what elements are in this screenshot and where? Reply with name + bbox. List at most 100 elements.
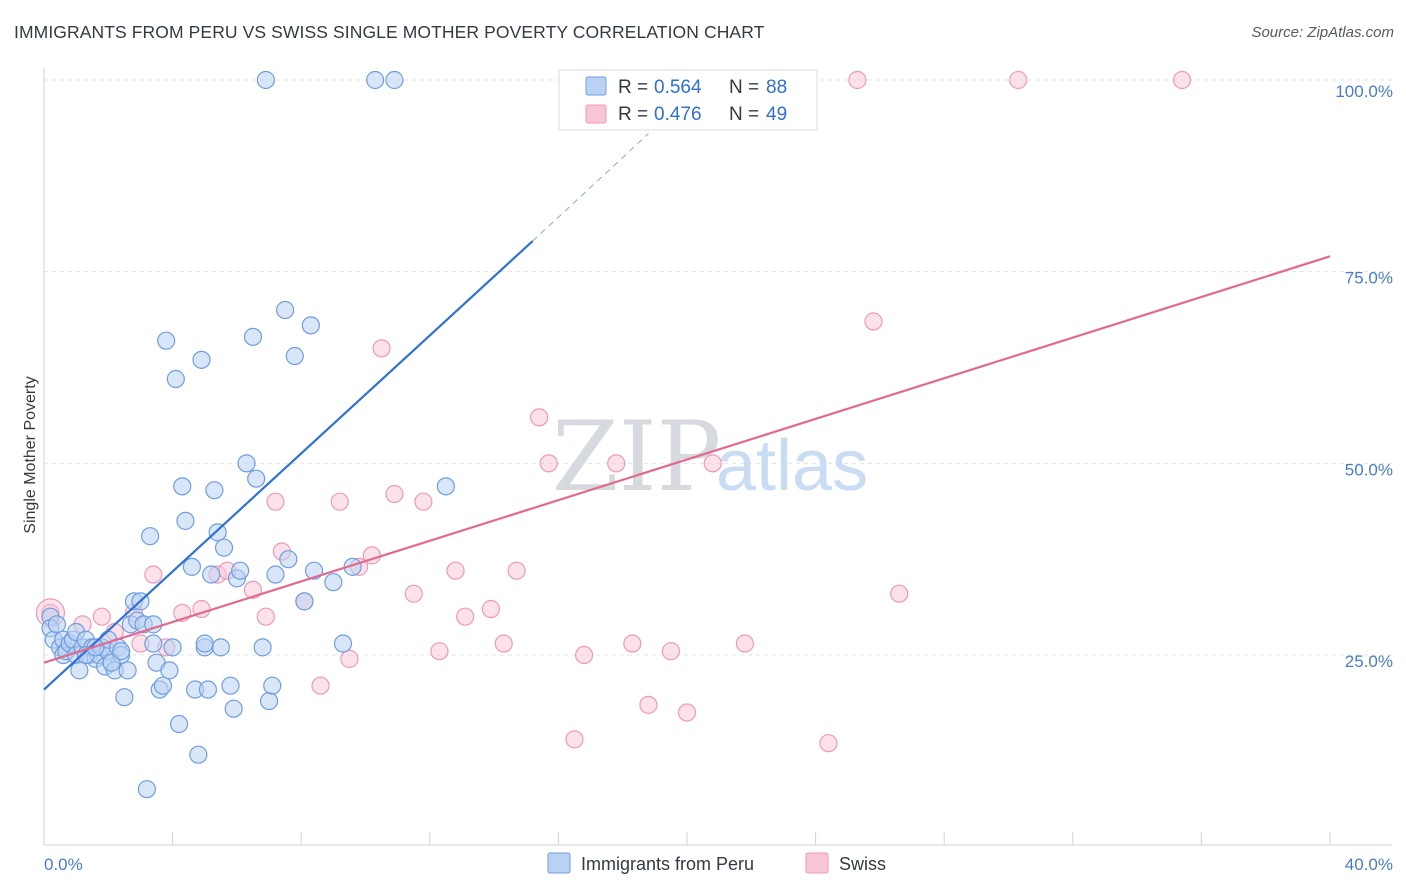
series-label-peru: Immigrants from Peru (581, 854, 754, 874)
swiss-point (243, 580, 263, 599)
y-axis-label: Single Mother Poverty (22, 376, 39, 533)
legend-n-value-2: 49 (766, 104, 787, 125)
peru-point (333, 634, 353, 653)
swiss-point (404, 584, 423, 603)
peru-point (118, 661, 137, 680)
swiss-point (256, 607, 275, 626)
peru-point (436, 477, 455, 496)
swiss-point (372, 339, 391, 358)
swiss-point (340, 649, 359, 668)
x-tick-label-right: 40.0% (1345, 855, 1393, 874)
y-tick-label: 75.0% (1345, 269, 1393, 288)
peru-point (198, 680, 218, 699)
swiss-point (456, 607, 475, 626)
peru-point (253, 638, 272, 657)
peru-point (70, 661, 89, 680)
legend-n-label-2: N = (729, 104, 759, 125)
peru-point (202, 565, 221, 584)
peru-point (166, 369, 185, 389)
peru-point (157, 331, 176, 350)
swiss-point (494, 634, 513, 653)
peru-point (276, 300, 295, 320)
peru-point (176, 511, 195, 530)
x-tick-labels: 0.0% 40.0% (44, 855, 1393, 874)
series-swatch-peru (547, 852, 571, 874)
peru-point (153, 676, 173, 695)
swiss-point (639, 695, 658, 714)
peru-point (214, 538, 234, 557)
legend-swatch-pink (585, 104, 607, 124)
peru-trend-extension (532, 133, 649, 242)
source-label: Source: ZipAtlas.com (1251, 24, 1394, 41)
legend-r-value-2: 0.476 (654, 104, 702, 125)
peru-point (189, 745, 208, 764)
series-label-swiss: Swiss (839, 854, 886, 874)
peru-point (160, 661, 179, 680)
y-tick-label: 50.0% (1345, 460, 1393, 479)
swiss-point (864, 312, 883, 331)
swiss-point (819, 734, 838, 753)
axes (43, 68, 1392, 846)
swiss-point (890, 584, 909, 603)
peru-point (256, 70, 275, 90)
peru-point (173, 477, 192, 496)
swiss-point (311, 676, 330, 695)
peru-point (295, 592, 314, 611)
peru-point (205, 481, 224, 500)
peru-point (137, 780, 156, 799)
peru-point (47, 615, 66, 634)
swiss-point (385, 484, 404, 504)
peru-point (301, 316, 320, 335)
peru-point (182, 557, 201, 576)
swiss-point (530, 408, 549, 427)
swiss-point (607, 454, 626, 473)
swiss-point (266, 492, 285, 511)
swiss-point (703, 454, 722, 473)
peru-point (208, 523, 227, 542)
y-tick-label: 100.0% (1335, 82, 1393, 101)
peru-point (192, 350, 211, 369)
peru-point (144, 634, 163, 653)
swiss-point (414, 492, 433, 511)
peru-point (263, 676, 282, 695)
peru-point (115, 688, 134, 707)
series-swatch-swiss (805, 852, 829, 874)
swiss-point (677, 703, 697, 722)
peru-point (163, 638, 182, 657)
peru-point (224, 699, 243, 718)
legend-swatch-blue (585, 76, 607, 96)
swiss-point (144, 565, 163, 584)
y-tick-labels: 25.0% 50.0% 75.0% 100.0% (1335, 82, 1393, 671)
trend-lines (43, 133, 1331, 691)
swiss-point (430, 642, 449, 661)
peru-point (247, 469, 266, 488)
swiss-point (481, 599, 500, 619)
peru-point (231, 561, 250, 580)
stats-legend: R = 0.564 N = 88 R = 0.476 N = 49 (558, 69, 818, 131)
peru-point (169, 714, 189, 734)
peru-point (259, 691, 279, 711)
swiss-point (1173, 70, 1192, 90)
peru-point (112, 642, 131, 661)
peru-trend-line (43, 240, 534, 691)
swiss-point (565, 730, 584, 749)
peru-point (221, 676, 240, 695)
x-tick-label-left: 0.0% (44, 855, 83, 874)
peru-point (237, 454, 256, 473)
watermark: ZIP atlas (552, 401, 868, 513)
peru-point (324, 573, 343, 592)
peru-point (279, 550, 298, 569)
swiss-point (848, 70, 867, 90)
swiss-point (1009, 70, 1028, 90)
swiss-point (575, 645, 594, 665)
peru-point (266, 565, 285, 584)
swiss-point (623, 634, 642, 653)
swiss-point (446, 561, 465, 580)
y-tick-label: 25.0% (1345, 652, 1393, 671)
chart-title: IMMIGRANTS FROM PERU VS SWISS SINGLE MOT… (14, 22, 765, 42)
swiss-point (92, 607, 111, 626)
peru-point (211, 638, 230, 657)
swiss-point (330, 492, 349, 511)
peru-point (140, 527, 160, 546)
